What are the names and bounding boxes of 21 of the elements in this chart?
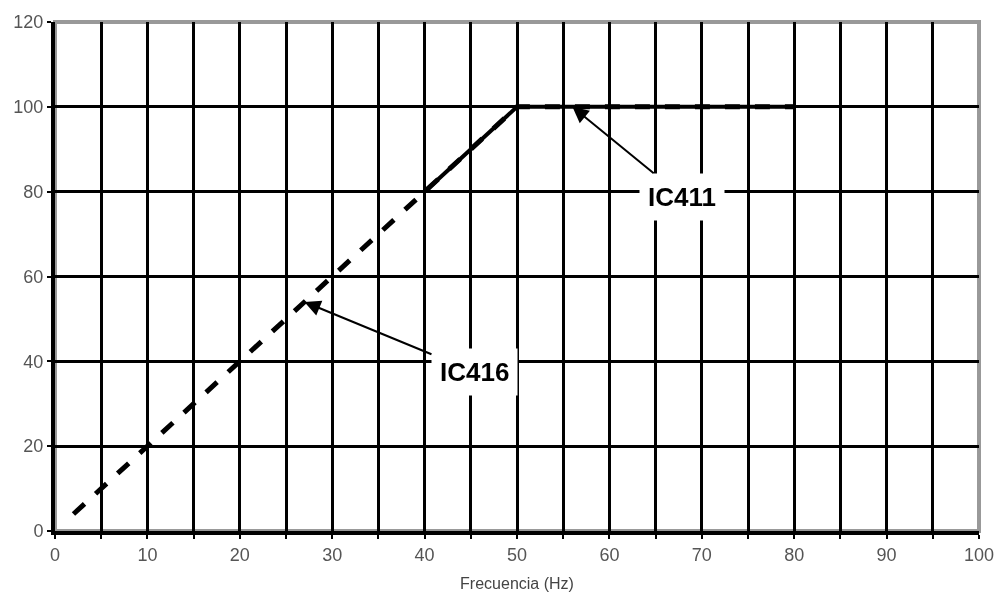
y-tick-label: 120 xyxy=(13,12,44,33)
y-tick-label: 60 xyxy=(23,266,44,287)
x-tick-label: 10 xyxy=(137,544,158,565)
x-tick-label: 30 xyxy=(322,544,343,565)
x-tick-label: 80 xyxy=(784,544,805,565)
y-tick-label: 40 xyxy=(23,351,44,372)
y-tick-label: 20 xyxy=(23,436,44,457)
annotation: IC416 xyxy=(440,357,510,387)
y-tick-label: 0 xyxy=(33,521,44,542)
y-tick-label: 100 xyxy=(13,97,44,118)
x-tick-label: 0 xyxy=(49,544,61,565)
x-tick-label: 40 xyxy=(414,544,435,565)
x-tick-label: 70 xyxy=(691,544,712,565)
x-axis-title: Frecuencia (Hz) xyxy=(460,574,574,592)
x-tick-label: 20 xyxy=(229,544,250,565)
annotation: IC411 xyxy=(648,182,716,212)
x-tick-label: 50 xyxy=(506,544,528,565)
x-tick-label: 100 xyxy=(963,544,995,565)
x-tick-label: 60 xyxy=(599,544,620,565)
x-tick-label: 90 xyxy=(876,544,897,565)
y-tick-label: 80 xyxy=(23,181,44,202)
